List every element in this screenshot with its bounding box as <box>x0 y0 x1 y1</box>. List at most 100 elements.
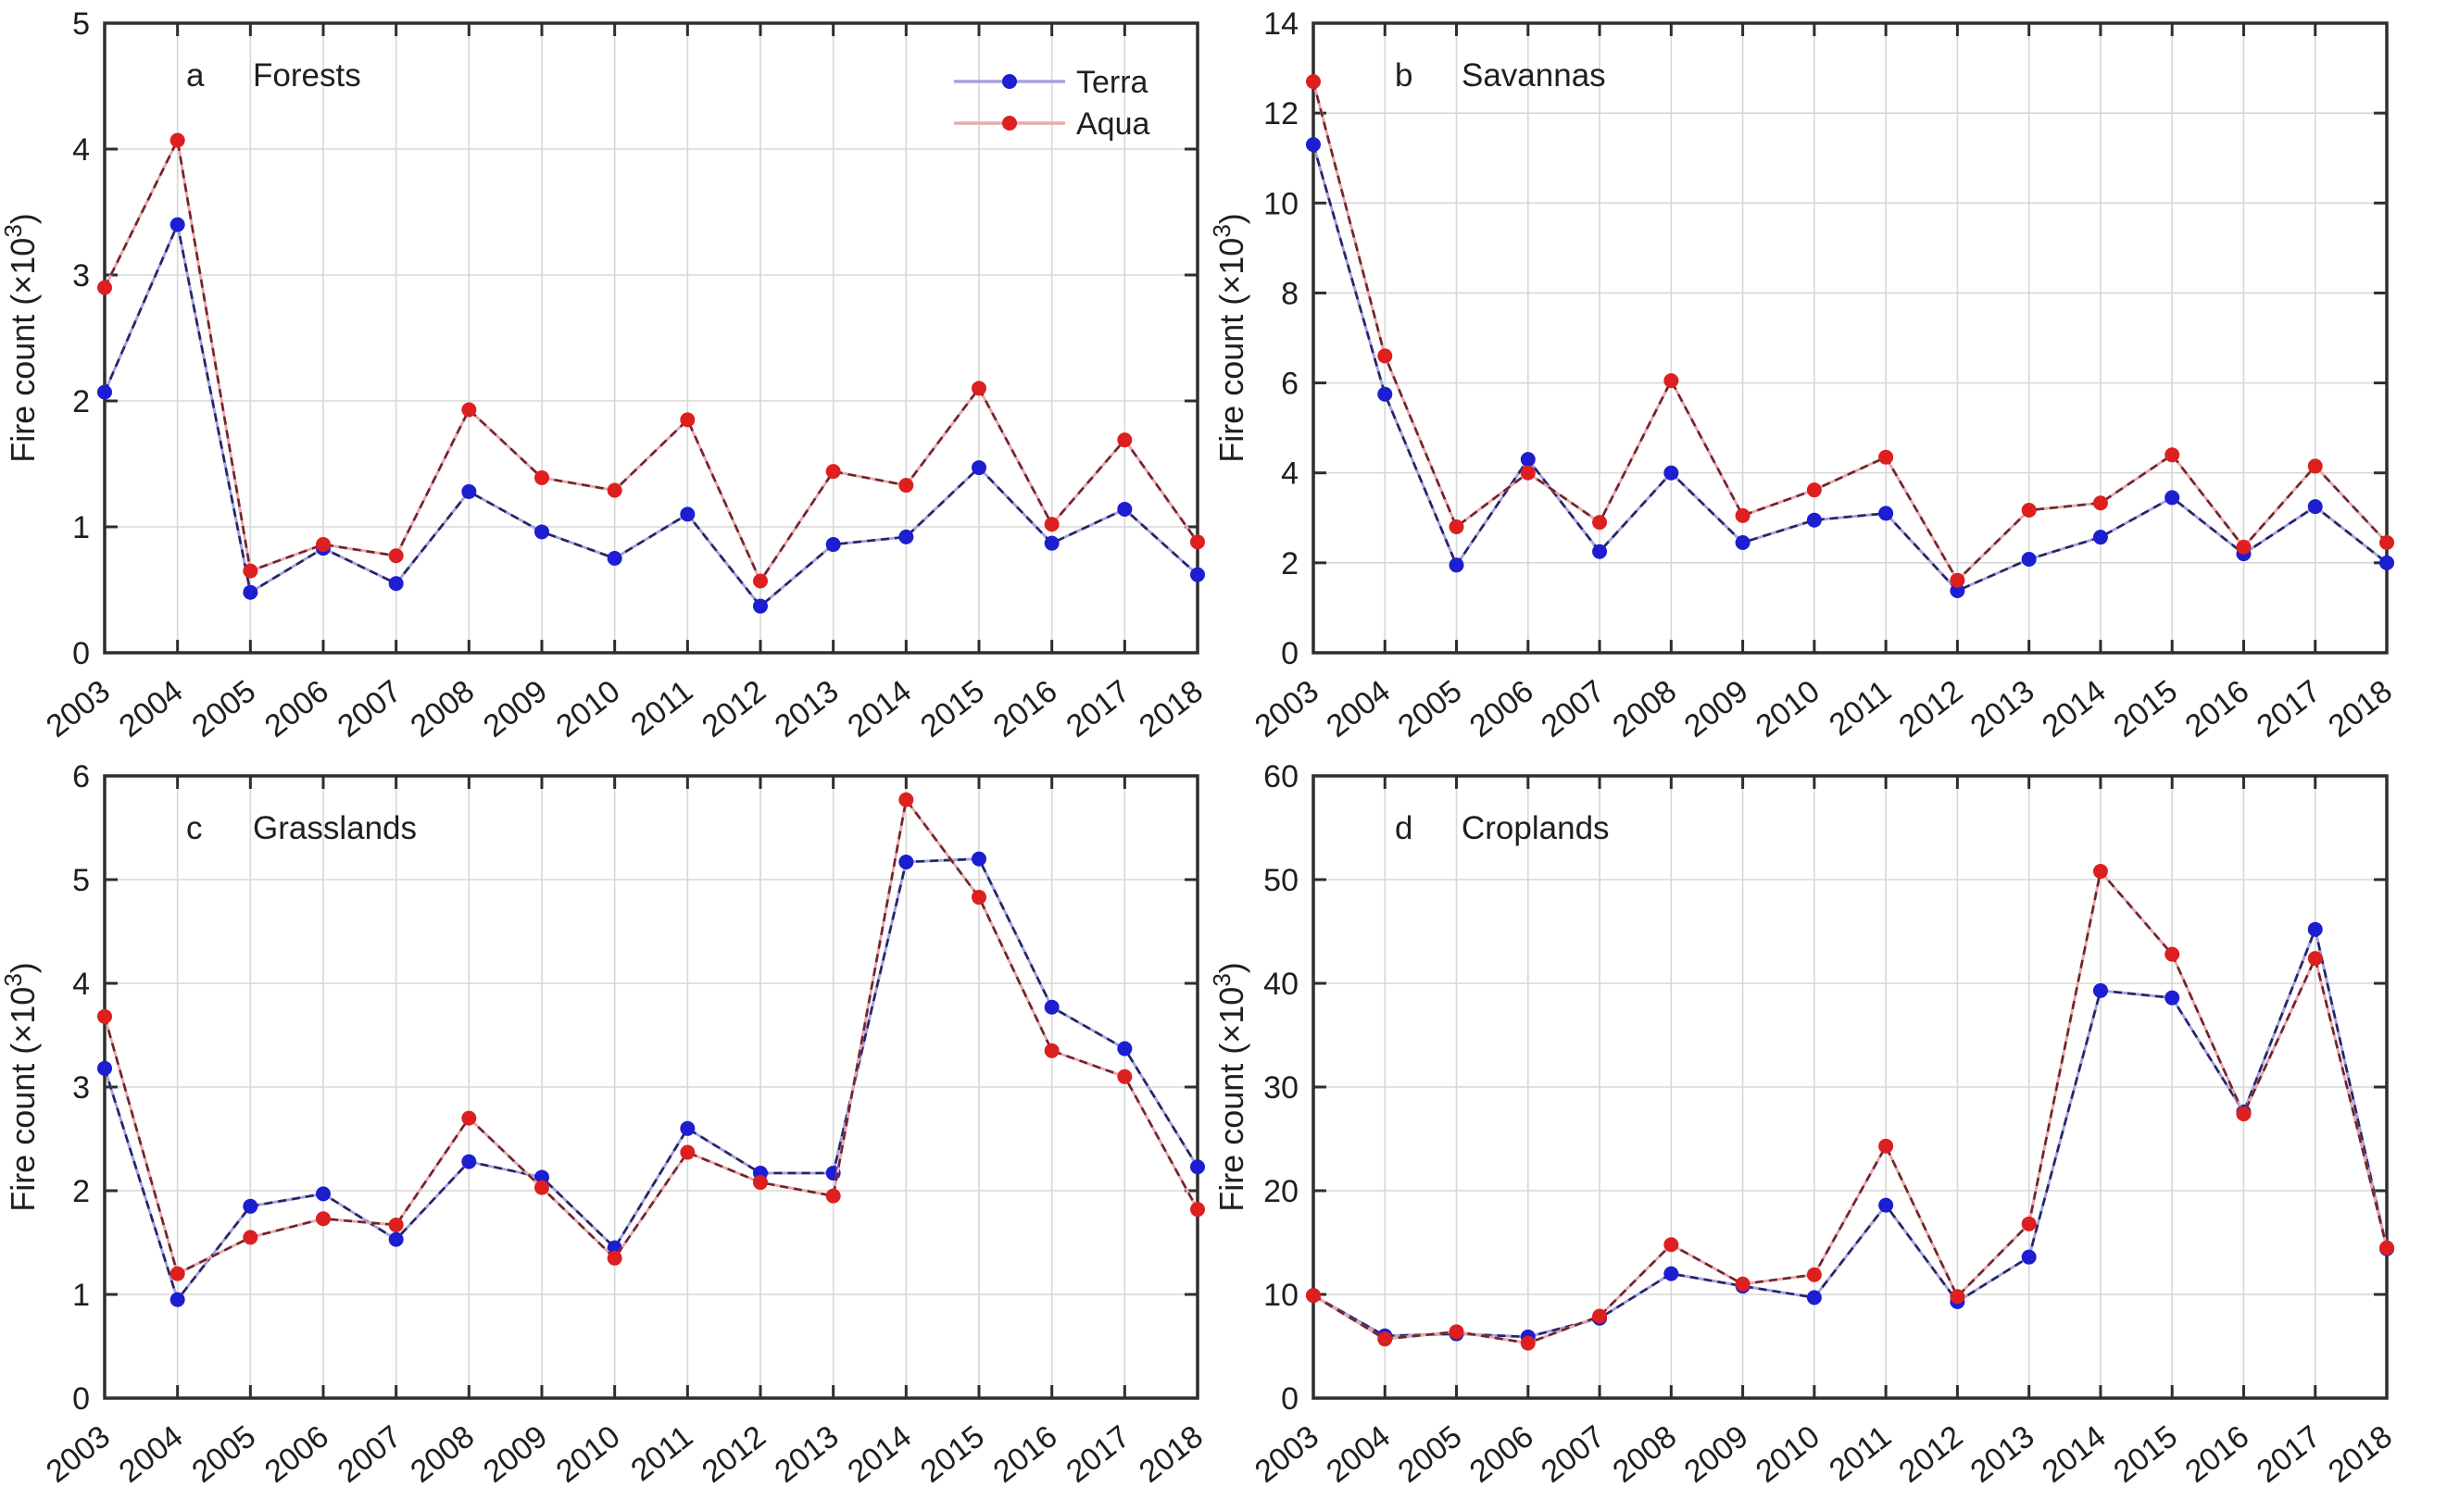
y-axis-label: Fire count (×103) <box>0 962 42 1212</box>
aqua-line-halo <box>1311 81 2389 583</box>
terra-marker <box>2307 499 2323 515</box>
legend: Terra Aqua <box>954 65 1149 142</box>
terra-marker <box>1044 999 1060 1015</box>
x-tick-label: 2006 <box>1463 673 1540 744</box>
terra-marker <box>1806 1290 1822 1306</box>
terra-marker <box>898 529 914 544</box>
aqua-marker <box>607 1250 622 1266</box>
y-tick-label: 4 <box>72 967 90 1002</box>
aqua-marker <box>680 1144 696 1160</box>
aqua-marker <box>1306 1288 1321 1304</box>
terra-marker <box>461 1154 477 1169</box>
x-tick-label: 2016 <box>2178 673 2255 744</box>
y-tick-label: 60 <box>1263 759 1299 794</box>
terra-marker <box>972 460 986 476</box>
terra-line <box>1312 925 2389 1339</box>
aqua-series <box>1306 864 2394 1351</box>
terra-marker <box>534 524 549 540</box>
x-tick-label: 2006 <box>258 673 335 744</box>
terra-marker <box>1520 452 1536 468</box>
y-tick-label: 0 <box>1281 1381 1299 1417</box>
x-tick-label: 2013 <box>1964 673 2041 744</box>
legend-entry-terra: Terra <box>954 65 1148 100</box>
y-axis-label-rest: ) <box>4 213 42 224</box>
x-tick-label: 2013 <box>769 673 846 744</box>
aqua-series <box>97 792 1205 1281</box>
panel-title: Croplands <box>1462 810 1610 846</box>
x-tick-label: 2010 <box>550 673 627 744</box>
axis-box <box>103 774 1199 1400</box>
y-tick-label: 0 <box>72 636 90 671</box>
terra-marker <box>2092 982 2108 998</box>
y-tick-label: 20 <box>1263 1174 1299 1209</box>
x-tick-label: 2015 <box>2107 673 2184 744</box>
x-tick-label: 2017 <box>2251 1418 2328 1490</box>
gridlines <box>1313 776 2387 1398</box>
x-tick-label: 2010 <box>550 1418 627 1490</box>
x-tick-label: 2009 <box>477 1418 554 1490</box>
panel-c-grasslands: 0123456200320042005200620072008200920102… <box>0 759 1210 1490</box>
terra-line <box>103 857 1199 1303</box>
terra-marker <box>169 217 185 232</box>
y-tick-label: 50 <box>1263 863 1299 898</box>
terra-marker <box>243 1198 258 1214</box>
axis-box <box>1311 21 2389 655</box>
aqua-marker <box>972 890 986 906</box>
legend-label-terra: Terra <box>1076 65 1148 100</box>
terra-marker <box>2165 490 2180 506</box>
aqua-marker <box>2021 503 2037 519</box>
terra-marker <box>898 854 914 869</box>
terra-marker <box>388 576 404 592</box>
aqua-line-halo <box>1312 868 2389 1345</box>
aqua-marker <box>1190 1202 1205 1218</box>
y-tick-label: 1 <box>72 510 90 545</box>
aqua-marker <box>1592 1308 1608 1324</box>
x-tick-label: 2007 <box>1535 1418 1612 1490</box>
terra-marker <box>1190 567 1205 582</box>
aqua-marker <box>388 548 404 564</box>
x-tick-label: 2012 <box>1892 673 1969 744</box>
aqua-series <box>97 132 1205 589</box>
x-tick-label: 2008 <box>404 673 481 744</box>
terra-line <box>1311 144 2388 593</box>
x-tick-label: 2018 <box>2322 1418 2399 1490</box>
aqua-marker <box>898 792 914 807</box>
x-tick-label: 2013 <box>769 1418 846 1490</box>
superscript-3: 3 <box>0 973 27 986</box>
y-axis-label-rest: ) <box>1212 213 1250 224</box>
axis-ticks <box>103 21 1199 655</box>
y-tick-label: 14 <box>1263 6 1299 42</box>
aqua-marker <box>97 1008 112 1024</box>
y-axis-label-main: Fire count (×10 <box>1212 987 1250 1212</box>
aqua-marker <box>169 132 185 148</box>
x-tick-label: 2008 <box>404 1418 481 1490</box>
terra-marker <box>1117 501 1133 517</box>
panel-b-savannas: 0246810121420032004200520062007200820092… <box>1208 6 2399 744</box>
aqua-marker <box>1044 1043 1060 1058</box>
terra-marker <box>753 598 768 614</box>
panel-title: Forests <box>253 57 361 94</box>
x-tick-label: 2008 <box>1606 673 1683 744</box>
aqua-marker <box>243 563 258 579</box>
y-tick-label: 3 <box>72 1070 90 1106</box>
y-tick-label: 8 <box>1281 276 1299 311</box>
aqua-marker <box>97 280 112 295</box>
y-tick-label: 5 <box>72 863 90 898</box>
aqua-marker <box>169 1266 185 1281</box>
y-axis-label: Fire count (×103) <box>1208 962 1250 1212</box>
aqua-line-halo <box>103 135 1199 584</box>
y-axis-label-main: Fire count (×10 <box>4 238 42 463</box>
aqua-marker <box>2379 535 2394 550</box>
x-tick-label: 2009 <box>1678 673 1755 744</box>
x-tick-label: 2007 <box>332 673 408 744</box>
x-tick-label: 2005 <box>1391 673 1468 744</box>
x-tick-label: 2016 <box>987 1418 1064 1490</box>
x-tick-label: 2014 <box>841 1418 918 1490</box>
x-tick-label: 2007 <box>1535 673 1612 744</box>
aqua-marker <box>2236 1106 2252 1122</box>
x-tick-label: 2009 <box>477 673 554 744</box>
x-tick-label: 2014 <box>841 673 918 744</box>
gridlines <box>1313 23 2387 653</box>
x-tick-label: 2008 <box>1606 1418 1683 1490</box>
x-tick-label: 2005 <box>185 1418 262 1490</box>
